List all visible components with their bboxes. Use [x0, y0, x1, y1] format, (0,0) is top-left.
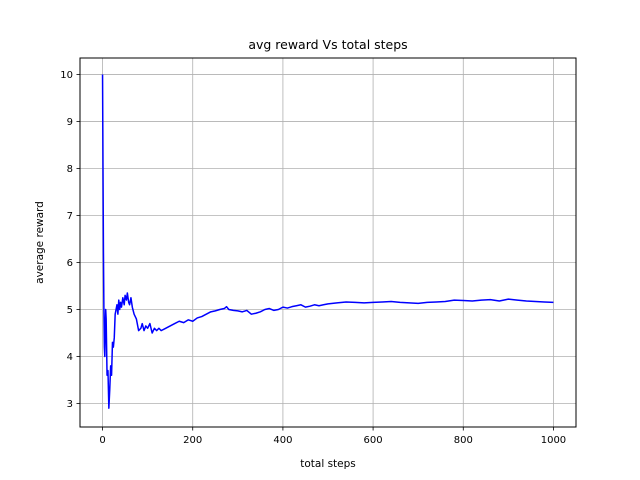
y-axis-label: average reward	[34, 201, 46, 284]
y-tick-label: 3	[67, 399, 73, 410]
x-tick-label: 200	[183, 435, 202, 446]
x-tick-label: 1000	[541, 435, 566, 446]
y-tick-label: 8	[67, 164, 73, 175]
chart-title: avg reward Vs total steps	[248, 37, 407, 52]
plot-area-frame	[79, 57, 577, 428]
y-tick-label: 7	[67, 211, 73, 222]
grid-lines	[80, 58, 576, 427]
y-tick-label: 9	[67, 117, 73, 128]
axis-ticks: 0 200 400 600 800 1000 3 4 5 6 7 8 9 10	[60, 70, 566, 446]
y-tick-label: 5	[67, 305, 73, 316]
x-tick-label: 800	[454, 435, 473, 446]
y-tick-label: 6	[67, 258, 73, 269]
y-tick-label: 10	[60, 70, 73, 81]
series-layer	[101, 74, 554, 409]
y-tick-label: 4	[67, 352, 73, 363]
x-tick-label: 0	[99, 435, 105, 446]
x-axis-label: total steps	[300, 458, 356, 470]
x-tick-label: 600	[364, 435, 383, 446]
x-tick-label: 400	[273, 435, 292, 446]
series-line	[101, 74, 554, 409]
